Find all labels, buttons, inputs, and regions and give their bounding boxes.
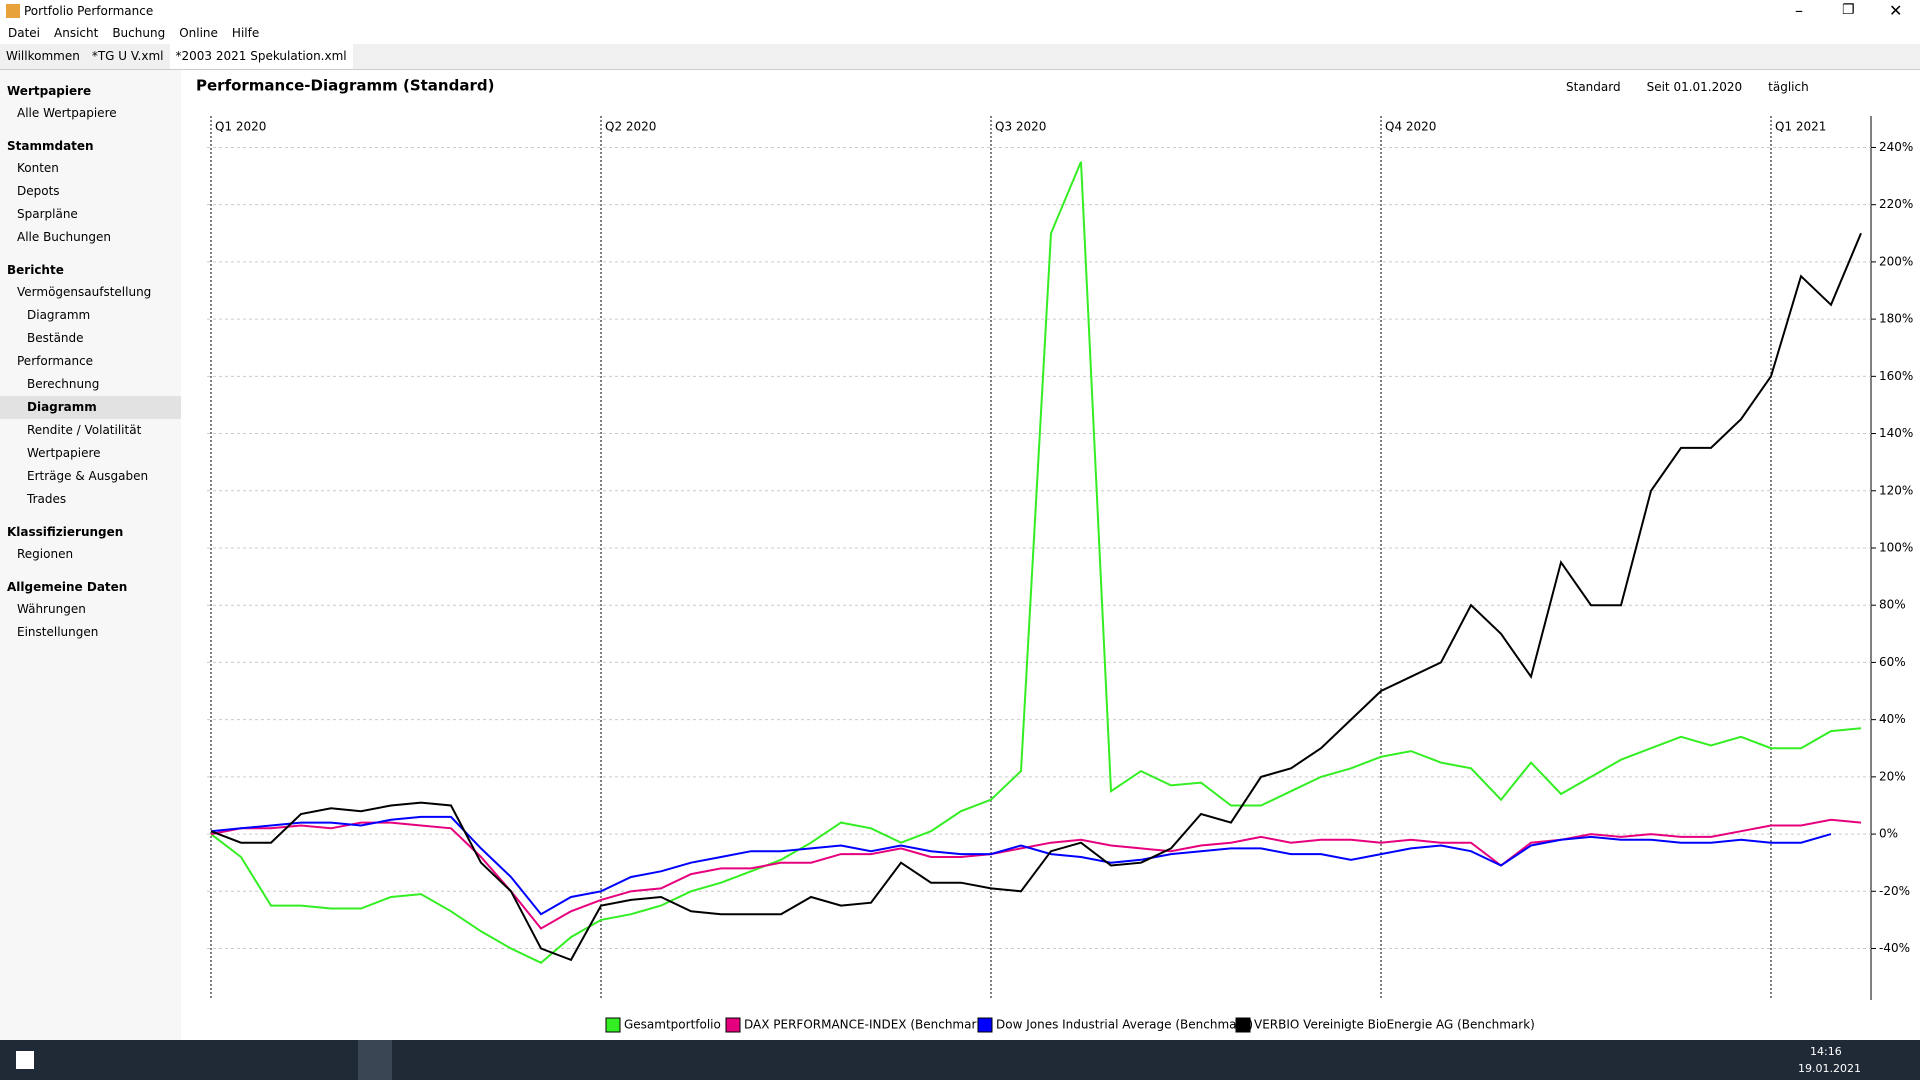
menu-item[interactable]: Buchung xyxy=(112,26,166,40)
active-app[interactable] xyxy=(358,1040,392,1080)
nav-item[interactable]: Wertpapiere xyxy=(27,446,101,460)
legend-swatch xyxy=(1235,1017,1251,1033)
section-heading: Berichte xyxy=(7,263,64,277)
tab[interactable]: *2003 2021 Spekulation.xml xyxy=(169,44,353,69)
nav-item[interactable]: Berechnung xyxy=(27,377,100,391)
y-tick-label: 220% xyxy=(1879,197,1913,211)
menu-item[interactable]: Ansicht xyxy=(54,26,99,40)
x-tick-label: Q3 2020 xyxy=(995,120,1046,134)
nav-item[interactable]: Währungen xyxy=(17,602,86,616)
nav-item[interactable]: Sparpläne xyxy=(17,207,78,221)
section-heading: Stammdaten xyxy=(7,139,94,153)
legend-label: Gesamtportfolio xyxy=(624,1018,721,1032)
menu-item[interactable]: Hilfe xyxy=(231,26,260,40)
clock-date: 19.01.2021 xyxy=(1798,1062,1861,1075)
y-tick-label: -20% xyxy=(1879,884,1910,898)
y-tick-label: -40% xyxy=(1879,941,1910,955)
x-tick-label: Q1 2020 xyxy=(215,120,266,134)
chart: Performance-Diagramm (Standard) -40% -20%… xyxy=(196,77,1913,1033)
x-tick-label: Q1 2021 xyxy=(1775,120,1826,134)
toolbar-dropdown[interactable]: Seit 01.01.2020 xyxy=(1646,80,1743,94)
menu-item[interactable]: Online xyxy=(179,26,218,40)
y-tick-label: 0% xyxy=(1879,827,1898,841)
minimize[interactable]: – xyxy=(1795,1,1803,20)
legend-swatch xyxy=(725,1017,741,1033)
legend-label: Dow Jones Industrial Average (Benchmark) xyxy=(996,1018,1253,1032)
y-tick-label: 180% xyxy=(1879,312,1913,326)
y-tick-label: 240% xyxy=(1879,140,1913,154)
clock-time: 14:16 xyxy=(1810,1045,1842,1058)
tab[interactable]: Willkommen xyxy=(6,49,80,63)
menu-item[interactable]: Datei xyxy=(8,26,41,40)
toolbar: Standard Seit 01.01.2020 täglich xyxy=(1566,80,1809,94)
y-tick-label: 160% xyxy=(1879,369,1913,383)
y-tick-label: 200% xyxy=(1879,254,1913,268)
nav-item[interactable]: Rendite / Volatilität xyxy=(27,423,142,437)
series-line xyxy=(210,815,1832,916)
nav-item[interactable]: Diagramm xyxy=(27,308,91,322)
nav-item[interactable]: Diagramm xyxy=(0,396,181,419)
nav-item[interactable]: Trades xyxy=(27,492,67,506)
nav-item[interactable]: Erträge & Ausgaben xyxy=(27,469,149,483)
toolbar-dropdown[interactable]: täglich xyxy=(1768,80,1809,94)
section-heading: Klassifizierungen xyxy=(7,525,124,539)
title-bar: Portfolio Performance – ❐ ✕ xyxy=(0,0,1920,22)
taskbar: 14:16 19.01.2021 xyxy=(0,1040,1920,1080)
close[interactable]: ✕ xyxy=(1889,1,1903,20)
x-tick-label: Q2 2020 xyxy=(605,120,656,134)
section-heading: Allgemeine Daten xyxy=(7,580,128,594)
sidebar: Wertpapiere Alle Wertpapiere Stammdaten Kon… xyxy=(0,70,181,1040)
nav-item[interactable]: Bestände xyxy=(27,331,84,345)
tab-bar: Willkommen *TG U V.xml *2003 2021 Spekulat… xyxy=(0,44,1920,70)
y-tick-label: 140% xyxy=(1879,426,1913,440)
y-tick-label: 20% xyxy=(1879,769,1906,783)
nav-item[interactable]: Konten xyxy=(17,161,59,175)
nav-item[interactable]: Depots xyxy=(17,184,60,198)
legend-label: DAX PERFORMANCE-INDEX (Benchmark) xyxy=(744,1018,988,1032)
y-tick-label: 120% xyxy=(1879,483,1913,497)
start-button[interactable] xyxy=(16,1051,34,1069)
nav-item[interactable]: Vermögensaufstellung xyxy=(17,285,152,299)
legend-swatch xyxy=(605,1017,621,1033)
y-tick-label: 80% xyxy=(1879,598,1906,612)
nav-item[interactable]: Einstellungen xyxy=(17,625,99,639)
series-line xyxy=(210,818,1862,930)
menu-bar: Datei Ansicht Buchung Online Hilfe xyxy=(0,22,259,44)
x-tick-label: Q4 2020 xyxy=(1385,120,1436,134)
section-heading: Wertpapiere xyxy=(7,84,92,98)
toolbar-dropdown[interactable]: Standard xyxy=(1566,80,1621,94)
nav-item[interactable]: Alle Wertpapiere xyxy=(17,106,117,120)
y-tick-label: 60% xyxy=(1879,655,1906,669)
y-tick-label: 100% xyxy=(1879,540,1913,554)
nav-item[interactable]: Performance xyxy=(17,354,94,368)
tab[interactable]: *TG U V.xml xyxy=(91,49,164,63)
app-title: Portfolio Performance xyxy=(24,4,154,18)
nav-item[interactable]: Alle Buchungen xyxy=(17,230,111,244)
y-tick-label: 40% xyxy=(1879,712,1906,726)
chart-title: Performance-Diagramm (Standard) xyxy=(196,77,494,95)
legend-label: VERBIO Vereinigte BioEnergie AG (Benchma… xyxy=(1254,1018,1535,1032)
series-line xyxy=(210,232,1862,962)
restore[interactable]: ❐ xyxy=(1842,2,1855,18)
app-icon xyxy=(6,4,20,18)
nav-item[interactable]: Regionen xyxy=(17,547,74,561)
series-line xyxy=(210,161,1862,964)
legend-swatch xyxy=(977,1017,993,1033)
